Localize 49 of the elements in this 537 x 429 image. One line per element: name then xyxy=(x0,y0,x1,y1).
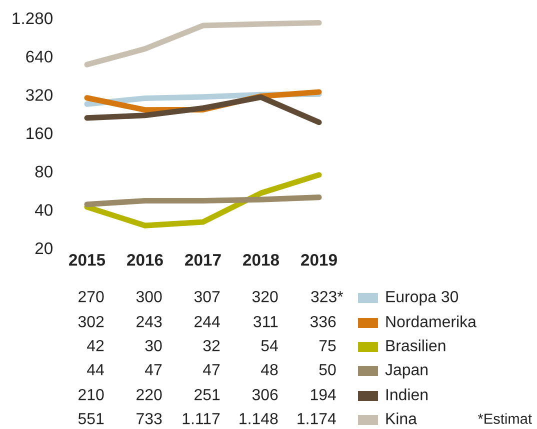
data-label: 30 xyxy=(145,340,162,352)
data-label: 244 xyxy=(194,316,220,328)
data-label: 1.117 xyxy=(182,413,220,424)
data-label: 75 xyxy=(319,340,336,352)
data-label: 1.174 xyxy=(298,413,336,424)
data-label: 306 xyxy=(252,388,278,400)
data-label: 733 xyxy=(136,412,162,424)
legend-label: Europa 30 xyxy=(386,290,458,306)
data-label: 551 xyxy=(78,413,104,424)
data-label: 311 xyxy=(254,316,278,328)
legend-label: Indien xyxy=(386,388,428,400)
data-label: 32 xyxy=(203,340,220,352)
data-label: 270 xyxy=(78,290,104,302)
y-tick-label: 160 xyxy=(26,127,52,140)
data-label: 44 xyxy=(87,364,104,376)
y-tick-label: 640 xyxy=(26,50,52,63)
data-label: 336 xyxy=(310,316,336,328)
x-tick-label: 2016 xyxy=(127,254,163,266)
data-label: 194 xyxy=(310,388,336,400)
data-label: 47 xyxy=(145,364,162,376)
data-label: 220 xyxy=(136,388,162,400)
y-tick-label: 20 xyxy=(35,242,52,254)
data-label: 300 xyxy=(136,290,162,302)
x-tick-label: 2018 xyxy=(243,254,280,266)
data-label: 243 xyxy=(136,316,162,328)
data-label: 47 xyxy=(203,364,220,376)
y-tick-label: 1.280 xyxy=(12,12,52,24)
legend-label: Japan xyxy=(385,364,428,378)
data-label: 320 xyxy=(252,290,278,302)
text: *Estimat xyxy=(478,413,532,424)
x-tick-label: 2019 xyxy=(301,254,337,266)
legend-label: Kina xyxy=(386,412,417,424)
y-tick-label: 40 xyxy=(34,204,52,216)
legend-label: Brasilien xyxy=(386,340,446,352)
data-label: 48 xyxy=(261,364,278,376)
data-label: 251 xyxy=(194,388,220,400)
legend-label: Nordamerika xyxy=(386,316,476,328)
data-label: 302 xyxy=(78,316,104,328)
data-label: 1.148 xyxy=(240,412,278,424)
data-label: 307 xyxy=(194,290,220,302)
x-tick-label: 2015 xyxy=(69,254,106,266)
data-label: 54 xyxy=(261,340,278,352)
data-label: 323* xyxy=(311,290,344,302)
data-label: 42 xyxy=(87,340,104,352)
data-label: 50 xyxy=(319,364,336,376)
y-tick-label: 80 xyxy=(35,166,52,178)
y-tick-label: 320 xyxy=(26,89,52,101)
x-tick-label: 2017 xyxy=(185,254,221,266)
data-label: 210 xyxy=(78,388,104,400)
